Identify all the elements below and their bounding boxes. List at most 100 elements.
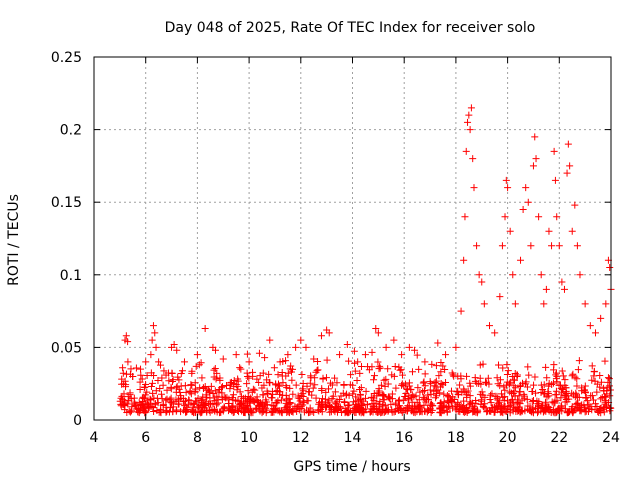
data-point xyxy=(581,300,589,308)
data-point xyxy=(504,397,512,405)
data-point xyxy=(426,386,434,394)
data-point xyxy=(183,405,191,413)
data-point xyxy=(141,404,149,412)
data-point xyxy=(370,389,378,397)
data-point xyxy=(398,351,406,359)
data-point xyxy=(335,395,343,403)
data-point xyxy=(421,370,429,378)
data-point xyxy=(431,382,439,390)
data-point xyxy=(537,389,545,397)
data-point xyxy=(282,399,290,407)
data-point xyxy=(493,374,501,382)
data-point xyxy=(397,405,405,413)
data-point xyxy=(325,385,333,393)
data-point xyxy=(288,368,296,376)
data-point xyxy=(470,403,478,411)
data-point xyxy=(328,381,336,389)
data-point xyxy=(532,389,540,397)
data-point xyxy=(347,371,355,379)
data-point xyxy=(503,378,511,386)
data-point xyxy=(435,372,443,380)
data-point xyxy=(566,407,574,415)
data-point xyxy=(276,407,284,415)
data-point xyxy=(395,396,403,404)
data-point xyxy=(537,271,545,279)
data-point xyxy=(262,404,270,412)
y-tick-label: 0.15 xyxy=(51,195,82,211)
data-point xyxy=(462,388,470,396)
data-point xyxy=(226,385,234,393)
data-point xyxy=(597,378,605,386)
data-point xyxy=(210,366,218,374)
data-point xyxy=(501,407,509,415)
data-point xyxy=(556,381,564,389)
data-point xyxy=(154,376,162,384)
data-point xyxy=(136,385,144,393)
data-point xyxy=(148,336,156,344)
data-point xyxy=(170,340,178,348)
data-point xyxy=(312,394,320,402)
data-point xyxy=(376,398,384,406)
data-point xyxy=(513,371,521,379)
data-point xyxy=(502,176,510,184)
data-point xyxy=(504,184,512,192)
data-point xyxy=(404,402,412,410)
data-point xyxy=(476,374,484,382)
data-point xyxy=(327,406,335,414)
data-point xyxy=(363,401,371,409)
data-point xyxy=(413,351,421,359)
data-point xyxy=(463,393,471,401)
x-tick-label: 12 xyxy=(292,430,310,446)
data-point xyxy=(349,381,357,389)
data-point xyxy=(147,382,155,390)
data-point xyxy=(386,395,394,403)
data-point xyxy=(397,366,405,374)
data-point xyxy=(396,366,404,374)
data-point xyxy=(555,404,563,412)
data-point xyxy=(554,405,562,413)
data-point xyxy=(221,404,229,412)
data-point xyxy=(598,393,606,401)
data-point xyxy=(445,403,453,411)
data-point xyxy=(336,404,344,412)
data-point xyxy=(457,372,465,380)
data-point xyxy=(310,409,318,417)
data-point xyxy=(159,381,167,389)
data-point xyxy=(173,406,181,414)
axis-ticks xyxy=(93,56,612,421)
data-point xyxy=(469,408,477,416)
data-point xyxy=(508,373,516,381)
data-marks xyxy=(121,104,615,380)
data-point xyxy=(218,383,226,391)
data-point xyxy=(492,404,500,412)
data-point xyxy=(606,392,614,400)
data-point xyxy=(466,392,474,400)
data-point xyxy=(149,389,157,397)
data-point xyxy=(382,343,390,351)
data-point xyxy=(449,404,457,412)
data-point xyxy=(303,397,311,405)
dense-data-band xyxy=(116,347,615,417)
data-point xyxy=(589,396,597,404)
data-point xyxy=(480,403,488,411)
data-point xyxy=(368,363,376,371)
data-point xyxy=(122,332,130,340)
data-point xyxy=(588,392,596,400)
data-point xyxy=(299,380,307,388)
data-point xyxy=(215,385,223,393)
data-point xyxy=(555,242,563,250)
data-point xyxy=(486,396,494,404)
data-point xyxy=(291,402,299,410)
data-point xyxy=(350,387,358,395)
data-point xyxy=(210,373,218,381)
data-point xyxy=(303,382,311,390)
data-point xyxy=(454,387,462,395)
data-point xyxy=(384,365,392,373)
data-point xyxy=(214,399,222,407)
data-point xyxy=(253,393,261,401)
data-point xyxy=(181,382,189,390)
data-point xyxy=(350,347,358,355)
data-point xyxy=(140,383,148,391)
data-point xyxy=(180,358,188,366)
